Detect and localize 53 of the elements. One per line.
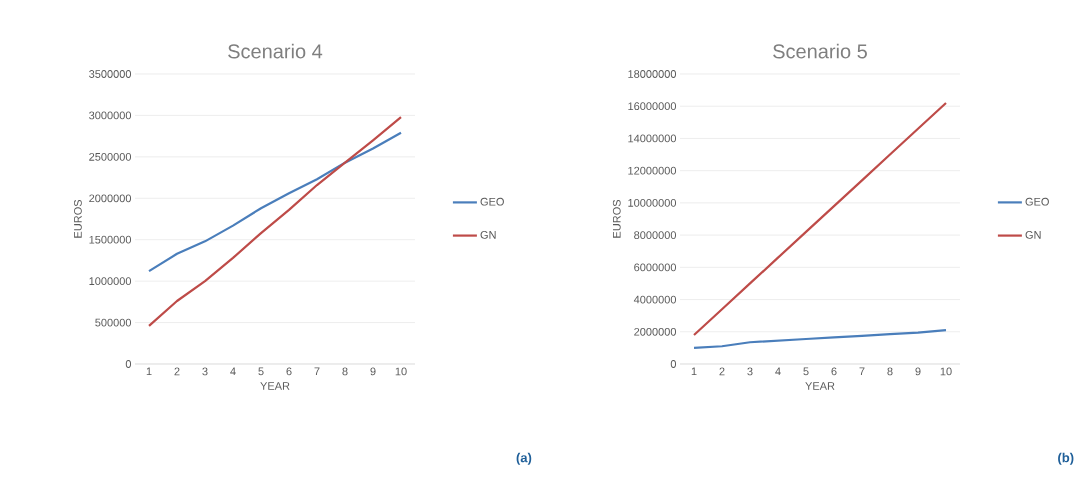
text: (a) [516, 452, 532, 465]
y-tick-label: 8000000 [634, 231, 677, 239]
legend-label: GN [480, 231, 496, 239]
x-tick-label: 4 [230, 367, 236, 376]
x-tick-label: 7 [314, 367, 320, 376]
y-tick-label: 1000000 [89, 277, 132, 286]
y-axis-title: EUROS [612, 199, 621, 238]
chart-title: Scenario 4 [228, 43, 323, 59]
y-tick-label: 12000000 [628, 166, 677, 175]
x-tick-label: 2 [174, 367, 180, 376]
y-tick-label: 0 [670, 360, 677, 368]
y-tick-label: 18000000 [628, 70, 677, 78]
y-tick-label: 16000000 [628, 102, 677, 111]
x-tick-label: 1 [691, 367, 697, 376]
chart-title: Scenario 5 [773, 43, 867, 59]
y-tick-label: 2000000 [634, 327, 677, 336]
x-tick-label: 6 [286, 367, 292, 376]
legend-label: GEO [1025, 197, 1049, 206]
line-series [147, 131, 403, 273]
y-tick-label: 3000000 [89, 111, 132, 120]
x-tick-label: 8 [342, 367, 348, 376]
x-tick-label: 10 [395, 367, 407, 376]
y-tick-label: 10000000 [628, 199, 677, 207]
x-tick-label: 8 [887, 367, 893, 376]
line-series [147, 115, 403, 327]
x-tick-label: 3 [747, 367, 753, 376]
x-tick-label: 10 [940, 367, 952, 376]
x-tick-label: 4 [775, 367, 781, 376]
y-tick-label: 2500000 [89, 152, 132, 161]
y-tick-label: 14000000 [628, 134, 677, 143]
x-tick-label: 2 [719, 367, 725, 376]
y-tick-label: 3500000 [89, 70, 132, 78]
x-tick-label: 1 [146, 367, 152, 376]
y-tick-label: 0 [125, 360, 132, 368]
y-axis-title: EUROS [74, 199, 82, 238]
text: (b) [1058, 452, 1074, 465]
x-tick-label: 5 [803, 367, 809, 376]
y-tick-label: 2000000 [89, 194, 132, 203]
legend-label: GEO [480, 197, 504, 206]
x-axis-title: YEAR [805, 382, 835, 390]
x-tick-label: 9 [915, 367, 921, 376]
x-tick-label: 6 [831, 367, 837, 376]
y-tick-label: 500000 [95, 318, 132, 327]
x-tick-label: 9 [370, 367, 376, 376]
x-tick-label: 7 [859, 367, 865, 376]
y-tick-label: 6000000 [634, 263, 677, 272]
line-series [692, 101, 948, 337]
x-tick-label: 3 [202, 367, 208, 376]
x-tick-label: 5 [258, 367, 264, 376]
legend-label: GN [1025, 231, 1041, 239]
x-axis-title: YEAR [260, 382, 290, 390]
y-tick-label: 4000000 [633, 295, 677, 304]
y-tick-label: 1500000 [89, 235, 132, 244]
